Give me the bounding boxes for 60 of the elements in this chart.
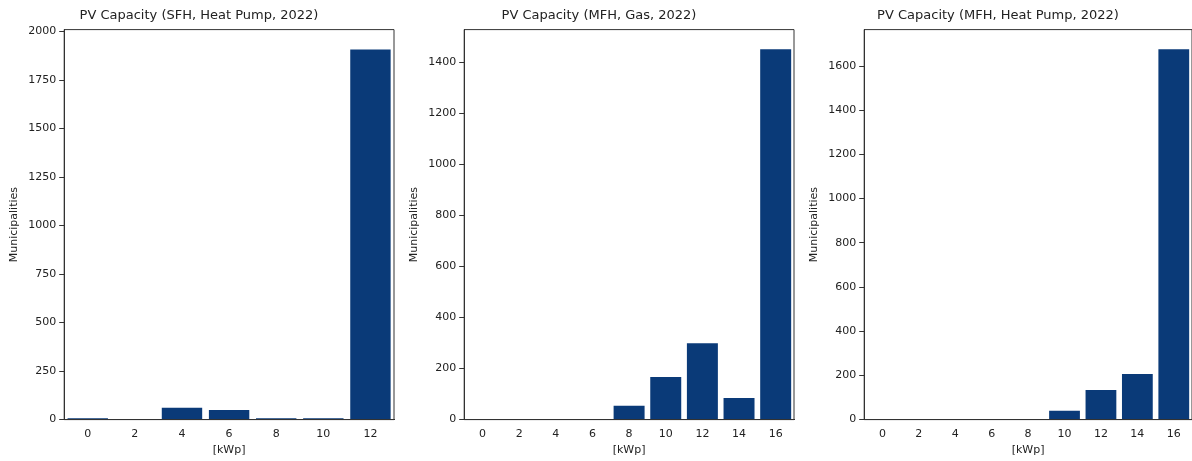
y-tick-label: 250 xyxy=(35,363,57,377)
x-tick-label: 12 xyxy=(695,427,710,441)
x-tick-label: 2 xyxy=(915,427,923,441)
y-tick-label: 1250 xyxy=(28,169,57,183)
y-axis-title: Municipalities xyxy=(407,186,421,263)
x-tick-label: 2 xyxy=(131,427,139,441)
x-tick-label: 6 xyxy=(988,427,996,441)
y-tick-label: 1200 xyxy=(828,147,857,161)
x-tick-label: 16 xyxy=(1166,427,1181,441)
y-tick-label: 1000 xyxy=(28,218,57,232)
x-tick-label: 4 xyxy=(552,427,560,441)
x-axis-title: [kWp] xyxy=(1011,443,1045,457)
y-tick-label: 400 xyxy=(435,310,457,324)
chart-title: PV Capacity (SFH, Heat Pump, 2022) xyxy=(79,7,319,23)
x-tick-label: 6 xyxy=(225,427,233,441)
y-tick-label: 800 xyxy=(835,235,857,249)
y-tick-label: 1750 xyxy=(28,72,57,86)
y-tick-label: 1000 xyxy=(828,191,857,205)
x-tick-label: 10 xyxy=(658,427,673,441)
x-tick-label: 0 xyxy=(878,427,886,441)
y-tick-label: 1000 xyxy=(428,157,457,171)
x-tick-label: 14 xyxy=(732,427,747,441)
y-tick-label: 0 xyxy=(49,412,57,426)
y-tick-label: 1400 xyxy=(828,103,857,117)
x-axis-title: [kWp] xyxy=(612,443,646,457)
y-tick-label: 200 xyxy=(835,368,857,382)
x-tick-label: 16 xyxy=(768,427,783,441)
y-axis-title: Municipalities xyxy=(7,186,21,263)
y-tick-label: 600 xyxy=(835,279,857,293)
x-tick-label: 12 xyxy=(1093,427,1108,441)
x-tick-label: 0 xyxy=(479,427,487,441)
y-tick-label: 200 xyxy=(435,361,457,375)
y-tick-label: 1400 xyxy=(428,55,457,69)
y-tick-label: 1200 xyxy=(428,106,457,120)
y-tick-label: 1600 xyxy=(828,58,857,72)
x-tick-label: 12 xyxy=(363,427,378,441)
x-tick-label: 8 xyxy=(272,427,280,441)
x-tick-label: 2 xyxy=(515,427,523,441)
y-tick-label: 2000 xyxy=(28,24,57,38)
x-tick-label: 10 xyxy=(1057,427,1072,441)
x-tick-label: 0 xyxy=(84,427,92,441)
chart-title: PV Capacity (MFH, Heat Pump, 2022) xyxy=(877,7,1119,23)
y-axis-title: Municipalities xyxy=(807,186,821,263)
x-tick-label: 6 xyxy=(588,427,596,441)
chart-title: PV Capacity (MFH, Gas, 2022) xyxy=(501,7,697,23)
x-tick-label: 10 xyxy=(316,427,331,441)
y-tick-label: 750 xyxy=(35,266,57,280)
x-tick-label: 8 xyxy=(1024,427,1032,441)
x-tick-label: 4 xyxy=(178,427,186,441)
x-tick-label: 8 xyxy=(625,427,633,441)
y-tick-label: 600 xyxy=(435,259,457,273)
x-axis-title: [kWp] xyxy=(212,443,246,457)
y-tick-label: 500 xyxy=(35,315,57,329)
y-tick-label: 1500 xyxy=(28,121,57,135)
y-tick-label: 0 xyxy=(849,412,857,426)
x-tick-label: 14 xyxy=(1130,427,1145,441)
y-tick-label: 0 xyxy=(449,412,457,426)
x-tick-label: 4 xyxy=(951,427,959,441)
y-tick-label: 400 xyxy=(835,324,857,338)
y-tick-label: 800 xyxy=(435,208,457,222)
